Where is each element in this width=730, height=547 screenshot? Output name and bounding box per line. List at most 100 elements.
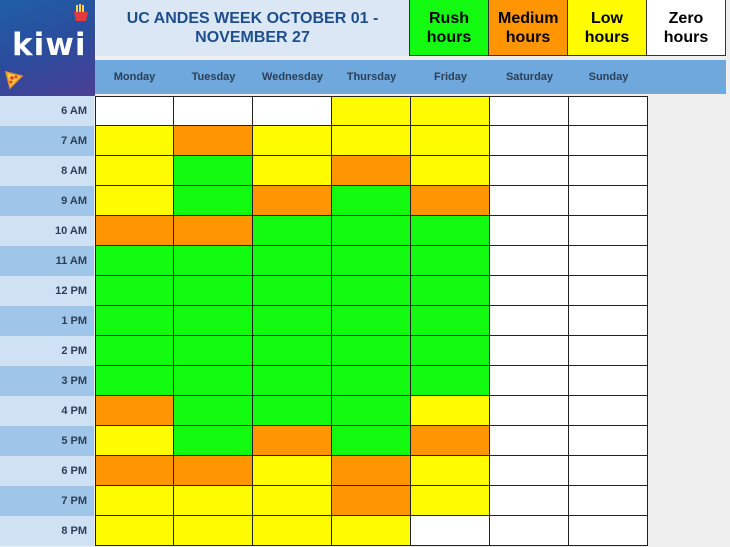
schedule-cell[interactable]: [95, 96, 174, 126]
schedule-cell[interactable]: [332, 516, 411, 546]
schedule-cell[interactable]: [490, 216, 569, 246]
schedule-cell[interactable]: [569, 186, 648, 216]
schedule-cell[interactable]: [174, 486, 253, 516]
schedule-cell[interactable]: [490, 246, 569, 276]
schedule-cell[interactable]: [569, 246, 648, 276]
schedule-cell[interactable]: [411, 276, 490, 306]
schedule-cell[interactable]: [411, 126, 490, 156]
schedule-cell[interactable]: [253, 456, 332, 486]
schedule-cell[interactable]: [332, 396, 411, 426]
schedule-cell[interactable]: [95, 276, 174, 306]
schedule-cell[interactable]: [332, 186, 411, 216]
schedule-cell[interactable]: [174, 516, 253, 546]
schedule-cell[interactable]: [332, 486, 411, 516]
schedule-cell[interactable]: [253, 516, 332, 546]
schedule-cell[interactable]: [490, 396, 569, 426]
schedule-cell[interactable]: [569, 516, 648, 546]
schedule-cell[interactable]: [332, 456, 411, 486]
schedule-cell[interactable]: [95, 306, 174, 336]
schedule-cell[interactable]: [490, 96, 569, 126]
schedule-cell[interactable]: [253, 276, 332, 306]
schedule-cell[interactable]: [569, 216, 648, 246]
schedule-cell[interactable]: [174, 426, 253, 456]
schedule-cell[interactable]: [174, 126, 253, 156]
schedule-cell[interactable]: [569, 306, 648, 336]
schedule-cell[interactable]: [411, 96, 490, 126]
schedule-cell[interactable]: [332, 156, 411, 186]
schedule-cell[interactable]: [569, 126, 648, 156]
schedule-cell[interactable]: [490, 426, 569, 456]
schedule-cell[interactable]: [569, 336, 648, 366]
schedule-cell[interactable]: [174, 186, 253, 216]
schedule-cell[interactable]: [253, 396, 332, 426]
schedule-cell[interactable]: [174, 96, 253, 126]
schedule-cell[interactable]: [253, 486, 332, 516]
schedule-cell[interactable]: [411, 156, 490, 186]
schedule-cell[interactable]: [95, 246, 174, 276]
schedule-cell[interactable]: [253, 426, 332, 456]
schedule-cell[interactable]: [332, 246, 411, 276]
schedule-cell[interactable]: [174, 396, 253, 426]
schedule-cell[interactable]: [332, 276, 411, 306]
schedule-cell[interactable]: [174, 246, 253, 276]
schedule-cell[interactable]: [332, 306, 411, 336]
schedule-cell[interactable]: [411, 336, 490, 366]
schedule-cell[interactable]: [490, 276, 569, 306]
schedule-cell[interactable]: [332, 336, 411, 366]
schedule-cell[interactable]: [411, 456, 490, 486]
schedule-cell[interactable]: [253, 126, 332, 156]
schedule-cell[interactable]: [569, 366, 648, 396]
schedule-cell[interactable]: [490, 336, 569, 366]
schedule-cell[interactable]: [253, 156, 332, 186]
schedule-cell[interactable]: [95, 396, 174, 426]
schedule-cell[interactable]: [95, 516, 174, 546]
schedule-cell[interactable]: [253, 96, 332, 126]
schedule-cell[interactable]: [174, 336, 253, 366]
schedule-cell[interactable]: [95, 216, 174, 246]
schedule-cell[interactable]: [490, 306, 569, 336]
schedule-cell[interactable]: [95, 186, 174, 216]
schedule-cell[interactable]: [490, 156, 569, 186]
schedule-cell[interactable]: [95, 486, 174, 516]
schedule-cell[interactable]: [332, 366, 411, 396]
schedule-cell[interactable]: [569, 456, 648, 486]
schedule-cell[interactable]: [174, 276, 253, 306]
schedule-cell[interactable]: [95, 456, 174, 486]
schedule-cell[interactable]: [174, 216, 253, 246]
schedule-cell[interactable]: [411, 186, 490, 216]
schedule-cell[interactable]: [95, 426, 174, 456]
schedule-cell[interactable]: [95, 336, 174, 366]
schedule-cell[interactable]: [569, 426, 648, 456]
schedule-cell[interactable]: [490, 126, 569, 156]
schedule-cell[interactable]: [411, 516, 490, 546]
schedule-cell[interactable]: [411, 396, 490, 426]
schedule-cell[interactable]: [490, 186, 569, 216]
schedule-cell[interactable]: [174, 366, 253, 396]
schedule-cell[interactable]: [411, 216, 490, 246]
schedule-cell[interactable]: [490, 486, 569, 516]
schedule-cell[interactable]: [95, 366, 174, 396]
schedule-cell[interactable]: [411, 426, 490, 456]
schedule-cell[interactable]: [253, 186, 332, 216]
schedule-cell[interactable]: [490, 516, 569, 546]
schedule-cell[interactable]: [569, 396, 648, 426]
schedule-cell[interactable]: [569, 486, 648, 516]
schedule-cell[interactable]: [253, 246, 332, 276]
schedule-cell[interactable]: [95, 126, 174, 156]
schedule-cell[interactable]: [411, 306, 490, 336]
schedule-cell[interactable]: [411, 366, 490, 396]
schedule-cell[interactable]: [411, 246, 490, 276]
schedule-cell[interactable]: [174, 156, 253, 186]
schedule-cell[interactable]: [174, 306, 253, 336]
schedule-cell[interactable]: [569, 156, 648, 186]
schedule-cell[interactable]: [490, 456, 569, 486]
schedule-cell[interactable]: [569, 96, 648, 126]
schedule-cell[interactable]: [174, 456, 253, 486]
schedule-cell[interactable]: [332, 126, 411, 156]
schedule-cell[interactable]: [253, 366, 332, 396]
schedule-cell[interactable]: [253, 336, 332, 366]
schedule-cell[interactable]: [253, 306, 332, 336]
schedule-cell[interactable]: [569, 276, 648, 306]
schedule-cell[interactable]: [332, 96, 411, 126]
schedule-cell[interactable]: [490, 366, 569, 396]
